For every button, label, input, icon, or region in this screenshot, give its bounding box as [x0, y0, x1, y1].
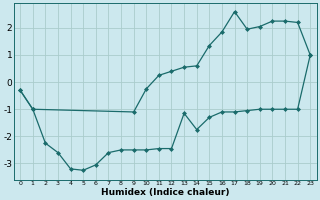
X-axis label: Humidex (Indice chaleur): Humidex (Indice chaleur) [101, 188, 229, 197]
